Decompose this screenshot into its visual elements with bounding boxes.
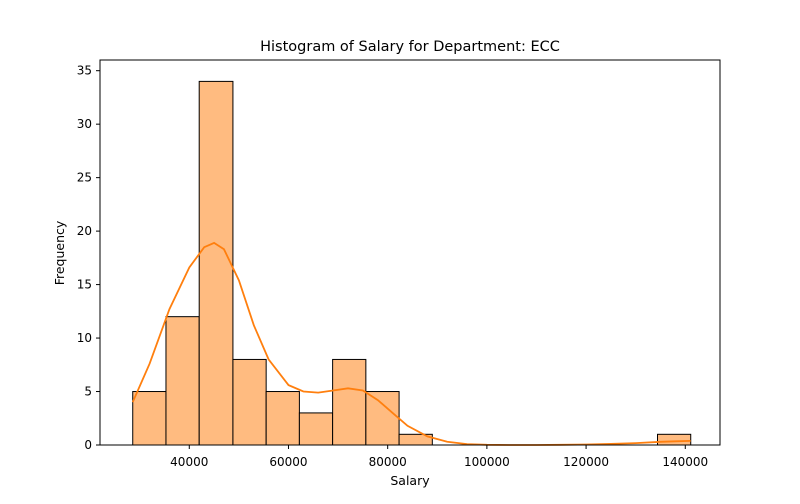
x-axis-label: Salary [390,473,430,488]
histogram-bar-6 [332,358,367,446]
y-tick-label: 25 [77,171,92,185]
x-tick-label: 60000 [269,455,307,469]
histogram-bar-3 [232,358,267,446]
plot-frame [99,59,721,446]
x-tick-label: 40000 [170,455,208,469]
y-tick-label: 30 [77,117,92,131]
y-tick-label: 10 [77,331,92,345]
x-tick-label: 140000 [662,455,708,469]
histogram-bar-7 [365,391,400,446]
y-tick-label: 35 [77,64,92,78]
histogram-bar-1 [165,316,200,446]
bars-layer [132,80,692,446]
y-tick-label: 15 [77,278,92,292]
x-axis: 40000 60000 80000 100000 120000 140000 [170,445,708,469]
chart-title: Histogram of Salary for Department: ECC [260,39,560,55]
histogram-bar-5 [298,412,334,446]
x-tick-label: 120000 [563,455,609,469]
x-tick-label: 80000 [369,455,407,469]
y-tick-label: 20 [77,224,92,238]
y-axis: 0 5 10 15 20 25 30 35 [77,64,100,452]
histogram-bar-0 [132,391,167,446]
y-axis-label: Frequency [52,220,67,285]
x-tick-label: 100000 [464,455,510,469]
y-tick-label: 5 [84,385,92,399]
histogram-bar-4 [265,391,300,446]
histogram-bar-9 [657,433,692,446]
y-tick-label: 0 [84,438,92,452]
histogram-bar-2 [198,80,234,446]
